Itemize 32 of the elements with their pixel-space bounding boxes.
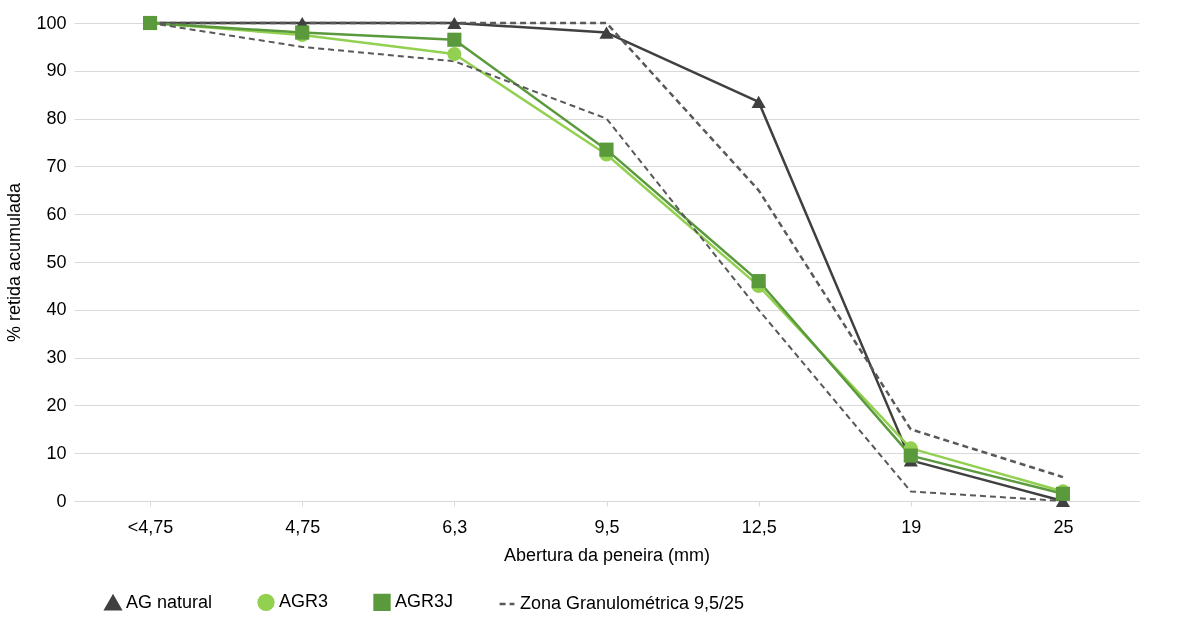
point <box>599 142 614 157</box>
y-tick-label: 50 <box>46 251 67 272</box>
legend-label: AGR3J <box>395 591 454 612</box>
x-tick-label: 12,5 <box>741 516 777 537</box>
point <box>903 448 918 463</box>
x-tick-label: <4,75 <box>127 516 174 537</box>
point <box>751 95 766 108</box>
y-tick-label: 80 <box>46 108 67 129</box>
legend-label: Zona Granulométrica 9,5/25 <box>520 593 745 613</box>
x-tick-label: 6,3 <box>442 516 468 537</box>
y-tick-label: 20 <box>46 394 67 415</box>
y-tick-label: 90 <box>46 60 67 81</box>
legend-label: AG natural <box>126 591 213 612</box>
point <box>599 26 614 39</box>
y-tick-label: 100 <box>36 12 67 33</box>
y-tick-label: 60 <box>46 203 67 224</box>
x-tick-label: 25 <box>1053 516 1074 537</box>
point <box>447 47 462 62</box>
x-tick-label: 9,5 <box>594 516 620 537</box>
y-tick-label: 10 <box>46 442 67 463</box>
y-tick-label: 0 <box>56 490 67 511</box>
y-tick-label: 70 <box>46 155 67 176</box>
point <box>447 32 462 47</box>
y-axis-title: % retida acumulada <box>4 181 25 343</box>
y-tick-label: 30 <box>46 347 67 368</box>
point <box>751 274 766 289</box>
x-axis-title: Abertura da peneira (mm) <box>503 544 711 565</box>
x-tick-label: 4,75 <box>285 516 321 537</box>
y-tick-label: 40 <box>46 299 67 320</box>
point <box>447 16 462 30</box>
x-tick-label: 19 <box>901 516 922 537</box>
legend-label: AGR3 <box>279 591 329 612</box>
